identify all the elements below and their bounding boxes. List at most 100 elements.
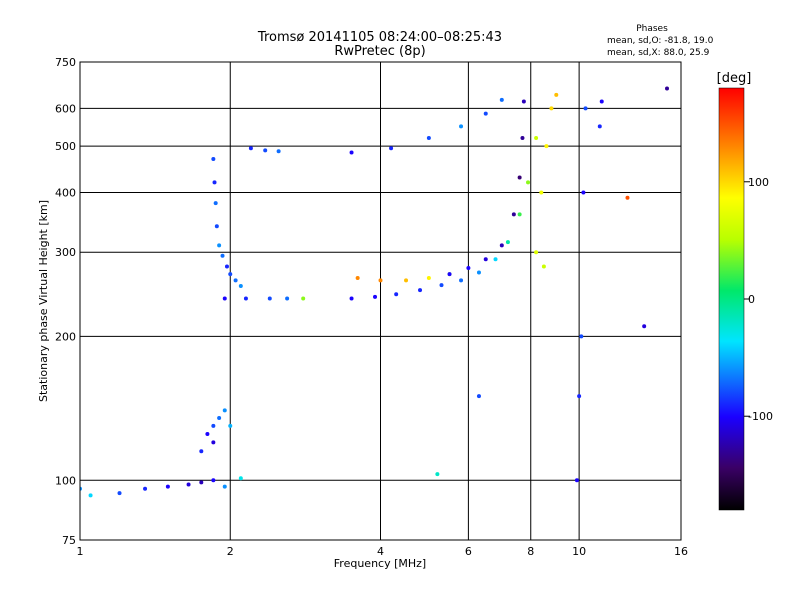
- data-point: [459, 124, 464, 129]
- colorbar-label: [deg]: [717, 71, 752, 86]
- data-point: [228, 272, 233, 277]
- data-point: [211, 478, 216, 483]
- colorbar-tick-label: -100: [748, 410, 773, 423]
- data-point: [214, 224, 219, 229]
- data-point: [355, 275, 360, 280]
- x-tick-label: 16: [674, 545, 688, 558]
- stats-line-o: mean, sd,O: -81.8, 19.0: [607, 36, 714, 46]
- y-tick-labels: 75 100 200 300 400 500 600 750: [55, 56, 76, 547]
- colorbar-tick-label: 0: [748, 293, 755, 306]
- chart-subtitle: RwPretec (8p): [334, 44, 425, 59]
- data-point: [544, 144, 549, 149]
- data-point: [233, 278, 238, 283]
- data-point: [349, 150, 354, 155]
- data-point: [404, 278, 409, 283]
- data-point: [243, 296, 248, 301]
- x-tick-label: 1: [77, 545, 84, 558]
- x-tick-label: 4: [377, 545, 384, 558]
- data-point: [521, 99, 526, 104]
- data-point: [373, 294, 378, 299]
- data-point: [88, 493, 93, 498]
- data-point: [199, 480, 204, 485]
- data-point: [597, 124, 602, 129]
- data-point: [199, 449, 204, 454]
- data-point: [426, 136, 431, 141]
- data-point: [285, 296, 290, 301]
- data-point: [117, 491, 122, 496]
- data-point: [466, 266, 471, 271]
- data-point: [213, 201, 218, 206]
- x-tick-label: 6: [465, 545, 472, 558]
- data-point: [642, 324, 647, 329]
- stats-line-x: mean, sd,X: 88.0, 25.9: [607, 48, 710, 58]
- data-point: [228, 423, 233, 428]
- y-axis-label: Stationary phase Virtual Height [km]: [37, 200, 50, 402]
- data-point: [499, 243, 504, 248]
- data-point: [534, 136, 539, 141]
- data-point: [205, 431, 210, 436]
- data-point: [435, 472, 440, 477]
- y-tick-label: 300: [55, 246, 76, 259]
- data-point: [483, 111, 488, 116]
- data-point: [212, 180, 217, 185]
- y-tick-label: 500: [55, 140, 76, 153]
- data-point: [625, 195, 630, 200]
- data-point: [165, 484, 170, 489]
- data-point: [211, 157, 216, 162]
- data-point: [276, 149, 281, 154]
- data-point: [211, 423, 216, 428]
- grid-lines: [80, 62, 681, 540]
- data-point: [579, 334, 584, 339]
- data-point: [493, 257, 498, 262]
- data-point: [267, 296, 272, 301]
- data-point: [499, 97, 504, 102]
- data-point: [248, 146, 253, 151]
- data-point: [517, 212, 522, 217]
- colorbar-tick-label: 100: [748, 176, 769, 189]
- y-tick-label: 400: [55, 186, 76, 199]
- data-point: [439, 283, 444, 288]
- x-tick-labels: 1 2 4 6 8 10 16: [77, 545, 689, 558]
- data-point: [549, 106, 554, 111]
- y-tick-label: 100: [55, 474, 76, 487]
- data-point: [581, 190, 586, 195]
- y-tick-label: 200: [55, 330, 76, 343]
- data-point: [211, 440, 216, 445]
- data-point: [301, 296, 306, 301]
- scatter-points: [80, 86, 670, 498]
- data-point: [574, 478, 579, 483]
- data-point: [526, 180, 531, 185]
- data-point: [476, 394, 481, 399]
- data-point: [222, 484, 227, 489]
- colorbar-ticks: 100 0 -100: [744, 176, 773, 423]
- data-point: [476, 270, 481, 275]
- y-tick-label: 75: [62, 534, 76, 547]
- data-point: [483, 257, 488, 262]
- data-point: [511, 212, 516, 217]
- data-point: [418, 288, 423, 293]
- data-point: [665, 86, 670, 91]
- data-point: [263, 148, 268, 153]
- data-point: [378, 278, 383, 283]
- data-point: [349, 296, 354, 301]
- x-tick-label: 2: [227, 545, 234, 558]
- x-axis-label: Frequency [MHz]: [334, 557, 426, 570]
- stats-heading: Phases: [636, 24, 668, 34]
- data-point: [220, 253, 225, 258]
- plot-frame: [79, 61, 682, 541]
- data-point: [459, 278, 464, 283]
- data-point: [520, 136, 525, 141]
- data-point: [599, 99, 604, 104]
- data-point: [534, 250, 539, 255]
- y-tick-label: 600: [55, 102, 76, 115]
- data-point: [238, 283, 243, 288]
- data-point: [224, 264, 229, 269]
- data-point: [217, 415, 222, 420]
- x-tick-label: 8: [527, 545, 534, 558]
- data-point: [554, 92, 559, 97]
- data-point: [517, 175, 522, 180]
- data-point: [222, 296, 227, 301]
- data-point: [447, 272, 452, 277]
- data-point: [217, 243, 222, 248]
